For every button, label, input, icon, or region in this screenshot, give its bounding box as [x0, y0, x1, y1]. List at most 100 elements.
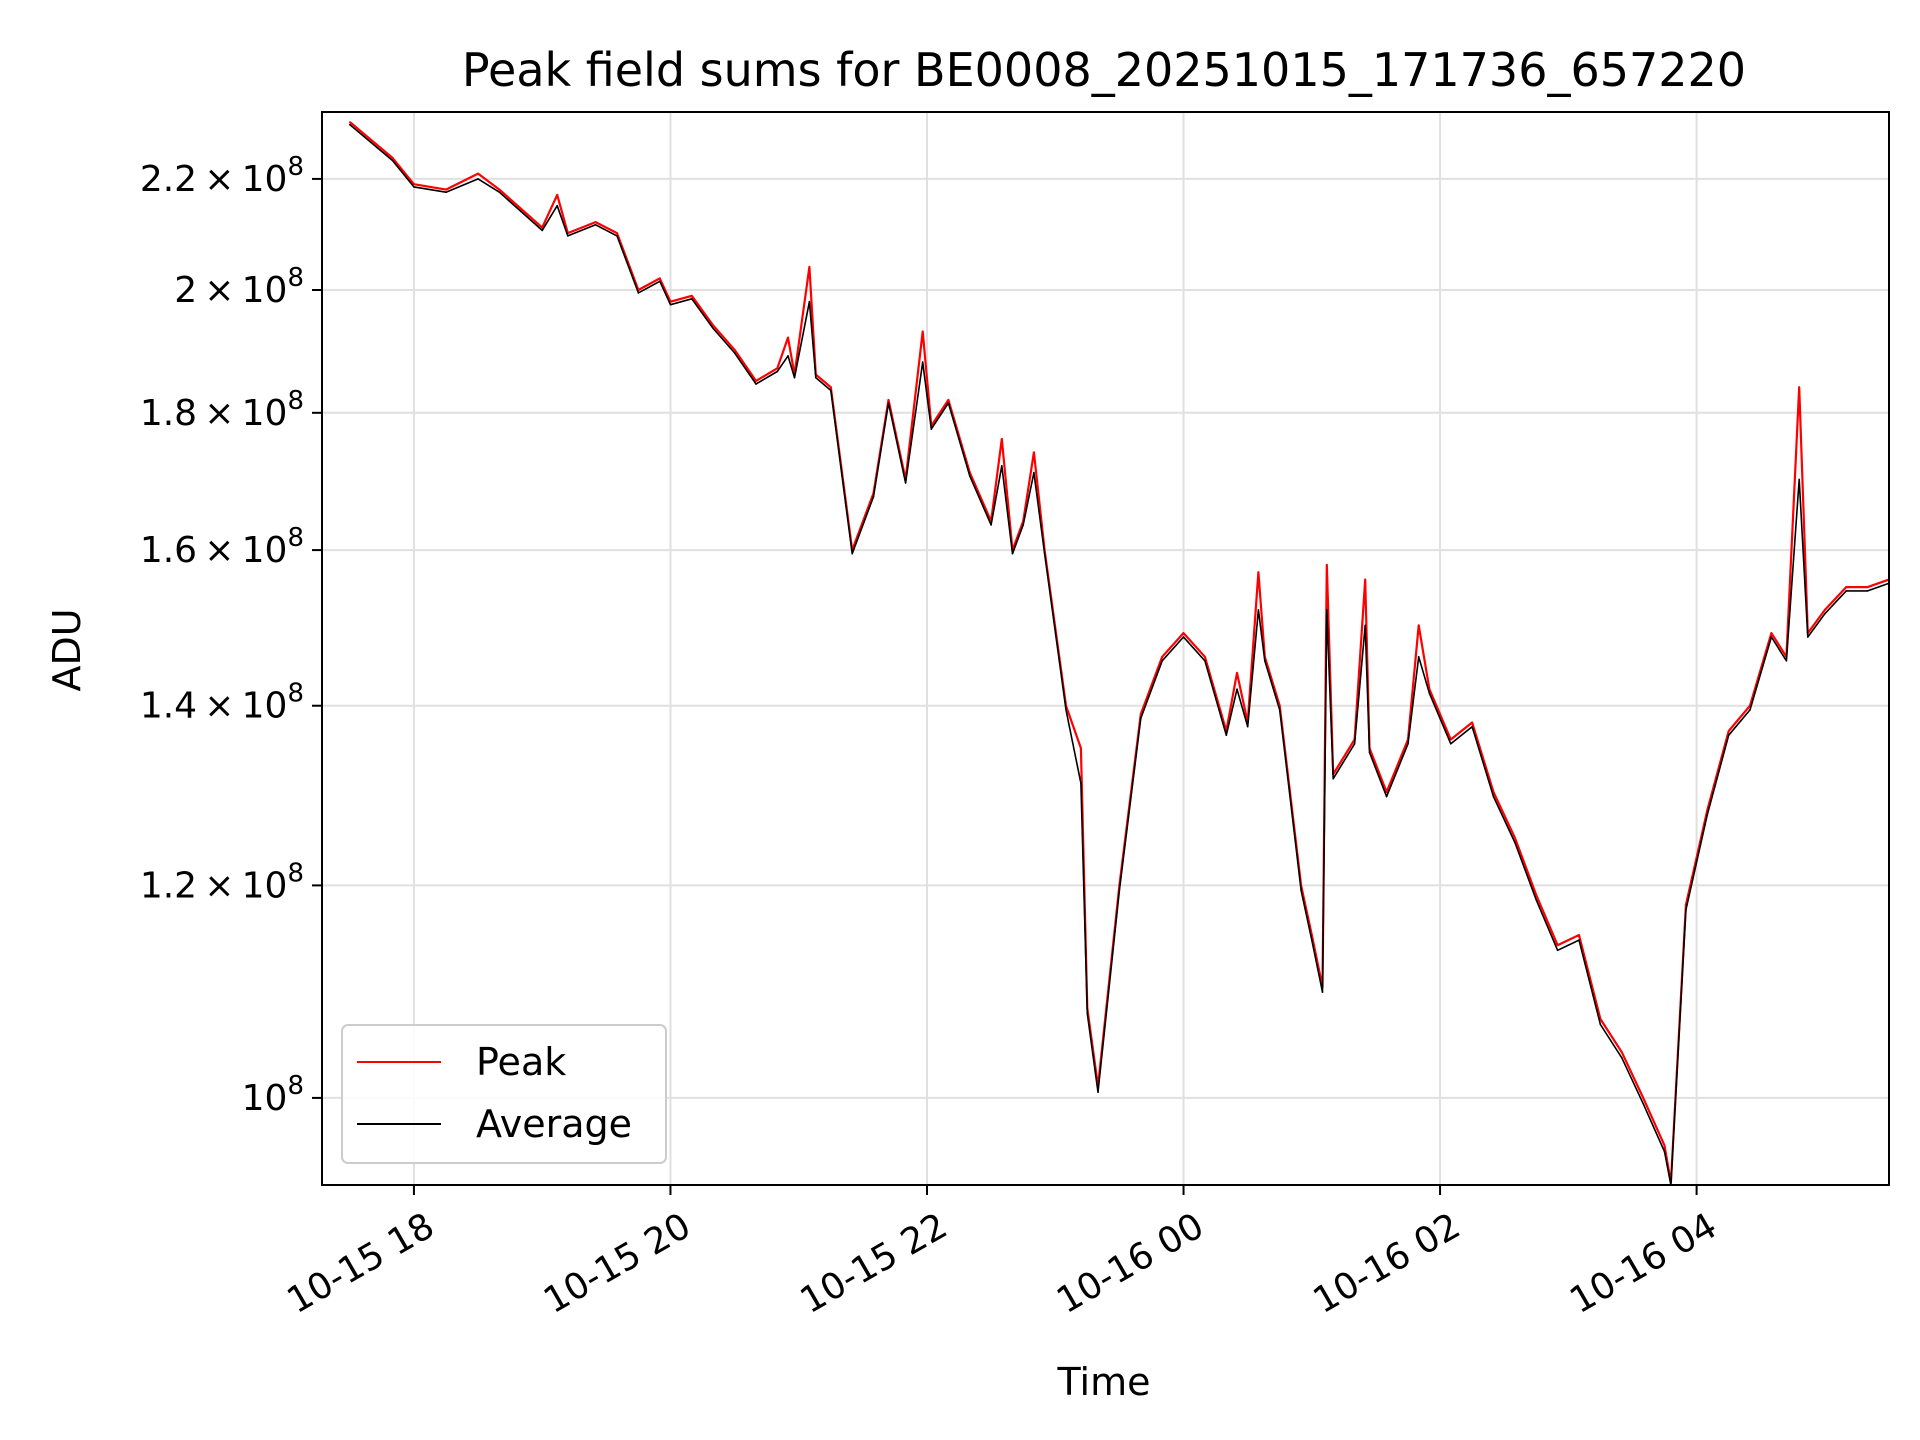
- data-point-average: [712, 327, 714, 330]
- data-point-peak: [1364, 578, 1366, 581]
- data-point-average: [567, 235, 569, 237]
- data-point-average: [1353, 743, 1356, 745]
- series-peak: [349, 121, 1889, 1184]
- data-point-average: [1326, 609, 1328, 611]
- data-point-average: [1749, 709, 1751, 711]
- y-tick-times: ×: [197, 686, 242, 727]
- x-tick-label: 10-15 22: [794, 1205, 955, 1321]
- data-point-peak: [787, 336, 789, 339]
- y-tick-exponent: 8: [287, 523, 304, 553]
- data-point-average: [1807, 636, 1809, 638]
- data-point-peak: [1798, 386, 1800, 389]
- data-point-average: [1264, 660, 1266, 662]
- data-point-average: [1866, 590, 1869, 592]
- data-point-peak: [498, 188, 501, 191]
- data-point-average: [872, 495, 875, 498]
- series-average: [349, 123, 1889, 1185]
- data-point-peak: [1033, 451, 1035, 454]
- data-point-peak: [1257, 571, 1260, 573]
- data-point-peak: [1450, 738, 1452, 741]
- data-point-average: [691, 298, 693, 300]
- data-point-peak: [413, 183, 415, 185]
- data-point-average: [616, 235, 618, 237]
- y-tick-base: 10: [242, 530, 288, 571]
- data-point-peak: [1578, 934, 1580, 936]
- data-point-peak: [349, 121, 351, 123]
- data-point-average: [1311, 939, 1313, 941]
- data-point-average: [1321, 991, 1324, 993]
- data-point-peak: [477, 172, 479, 175]
- data-point-peak: [1845, 586, 1847, 588]
- data-point-average: [1257, 609, 1260, 611]
- data-point-average: [1043, 552, 1046, 555]
- data-point-average: [1246, 725, 1249, 728]
- data-point-peak: [1824, 609, 1826, 611]
- y-tick-times: ×: [197, 865, 242, 906]
- data-point-average: [669, 303, 672, 306]
- y-tick-times: ×: [197, 393, 242, 434]
- data-point-average: [498, 191, 501, 193]
- data-point-peak: [391, 157, 394, 159]
- data-point-peak: [445, 188, 447, 191]
- data-point-average: [1663, 1150, 1666, 1153]
- data-point-average: [1300, 889, 1302, 892]
- data-point-peak: [1385, 791, 1388, 793]
- data-point-average: [1385, 795, 1388, 798]
- data-point-peak: [659, 277, 661, 280]
- data-point-peak: [1417, 624, 1420, 627]
- y-tick-mantissa: 1.2: [140, 865, 197, 906]
- data-point-average: [1368, 751, 1371, 754]
- y-tick-exponent: 8: [287, 858, 304, 888]
- y-tick-mantissa: 1.8: [140, 393, 197, 434]
- data-point-peak: [1204, 656, 1206, 658]
- data-point-peak: [1236, 672, 1238, 674]
- data-point-average: [1086, 1012, 1089, 1015]
- y-tick-exponent: 8: [287, 386, 304, 416]
- data-point-average: [1118, 889, 1121, 892]
- data-point-average: [1450, 743, 1452, 745]
- y-tick-exponent: 8: [287, 152, 304, 182]
- x-tick-label: 10-16 00: [1050, 1205, 1211, 1321]
- data-point-average: [1033, 471, 1035, 474]
- data-point-average: [1236, 688, 1238, 690]
- data-point-average: [1845, 590, 1847, 592]
- data-point-peak: [594, 221, 597, 223]
- y-tick-exponent: 8: [287, 1071, 304, 1101]
- y-tick-base: 10: [242, 159, 288, 200]
- data-point-peak: [947, 399, 950, 401]
- data-point-average: [541, 229, 543, 232]
- legend: Peak Average: [341, 1024, 667, 1164]
- x-tick-label: 10-15 18: [281, 1205, 442, 1321]
- data-point-peak: [921, 330, 924, 333]
- y-tick-mantissa: 1.4: [140, 686, 197, 727]
- data-point-peak: [1642, 1097, 1644, 1099]
- data-point-average: [1065, 709, 1067, 711]
- data-point-average: [1642, 1102, 1644, 1105]
- y-tick-label: 2 × 108: [174, 263, 304, 311]
- legend-label-peak: Peak: [476, 1040, 566, 1084]
- data-point-average: [1798, 478, 1800, 481]
- y-tick-label: 1.6 × 108: [140, 523, 304, 571]
- data-point-average: [1080, 782, 1082, 784]
- x-tick-label: 10-16 02: [1307, 1205, 1468, 1321]
- data-point-average: [815, 376, 817, 379]
- data-point-average: [1727, 734, 1730, 736]
- x-axis: 10-15 18 10-15 20 10-15 22 10-16 00 10-16 02…: [281, 1185, 1724, 1322]
- data-point-average: [349, 123, 351, 126]
- data-point-average: [990, 524, 992, 526]
- chart-title: Peak field sums for BE0008_20251015_1717…: [462, 43, 1746, 97]
- data-point-average: [413, 186, 415, 188]
- data-point-average: [793, 376, 796, 379]
- data-point-peak: [712, 324, 714, 327]
- data-point-peak: [1161, 656, 1163, 658]
- data-point-average: [1364, 624, 1366, 627]
- data-point-peak: [1080, 747, 1082, 749]
- y-tick-base: 10: [242, 393, 288, 434]
- y-axis-title: ADU: [45, 608, 89, 691]
- y-tick-base: 10: [242, 686, 288, 727]
- data-point-average: [1428, 692, 1431, 695]
- data-point-peak: [808, 266, 811, 268]
- data-point-average: [1471, 725, 1473, 728]
- data-point-peak: [830, 386, 832, 389]
- data-point-average: [477, 178, 479, 180]
